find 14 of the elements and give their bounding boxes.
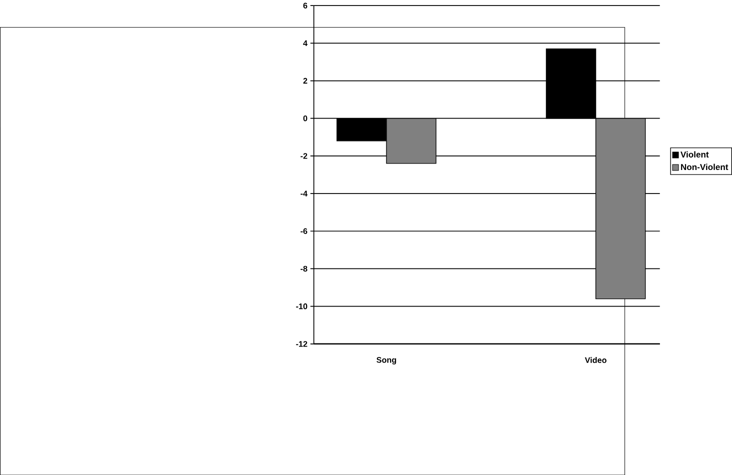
y-tick-label: -6 bbox=[300, 228, 308, 234]
y-tick-label: -2 bbox=[300, 152, 308, 159]
y-tick-label: 2 bbox=[303, 78, 308, 84]
x-tick-label: Video bbox=[584, 356, 606, 363]
legend-label: Non-Violent bbox=[681, 164, 728, 170]
y-tick-label: -10 bbox=[296, 303, 308, 310]
y-tick-label: -8 bbox=[300, 266, 308, 272]
y-tick-label: 6 bbox=[303, 2, 308, 8]
y-tick-label: -4 bbox=[300, 190, 308, 196]
y-tick-label: 4 bbox=[303, 40, 308, 46]
y-tick-label: -12 bbox=[296, 340, 308, 347]
x-tick-label: Song bbox=[376, 356, 396, 364]
legend-label: Violent bbox=[680, 151, 709, 158]
y-tick-label: 0 bbox=[303, 115, 308, 122]
